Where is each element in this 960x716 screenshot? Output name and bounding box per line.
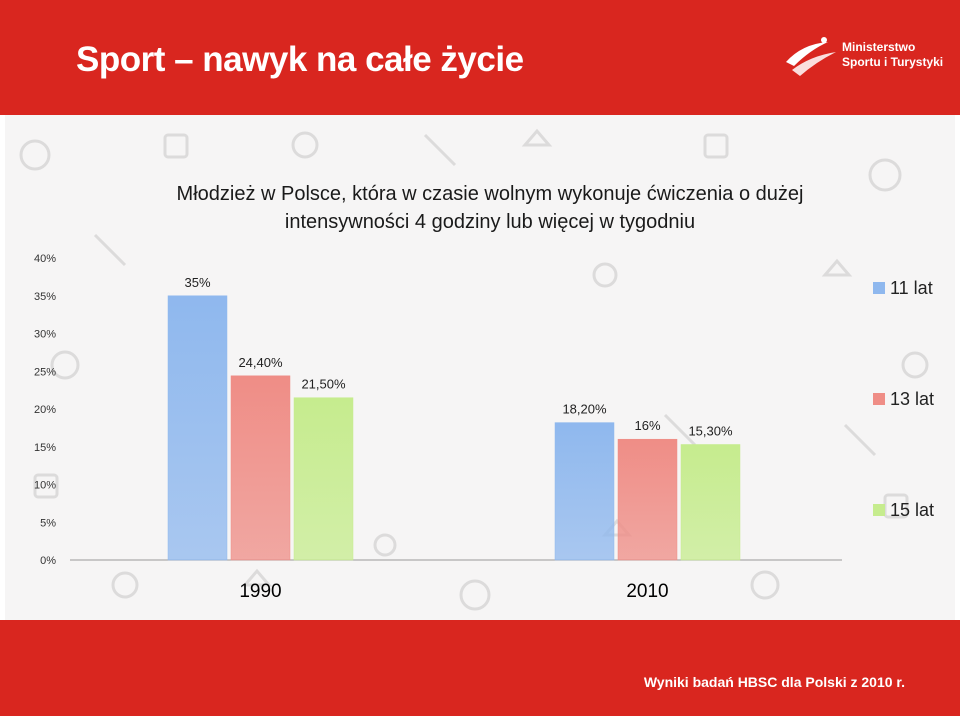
legend-swatch — [873, 393, 885, 405]
bar — [680, 444, 741, 561]
legend-label: 13 lat — [890, 389, 934, 409]
chart-title-line-1: Młodzież w Polsce, która w czasie wolnym… — [176, 183, 804, 205]
chart-title-line-2: intensywności 4 godziny lub więcej w tyg… — [284, 211, 696, 233]
data-label: 16% — [634, 418, 660, 433]
ministry-logo: Ministerstwo Sportu i Turystyki — [780, 32, 950, 82]
sport-pattern-icon — [19, 128, 929, 611]
logo-line-2: Sportu i Turystyki — [842, 55, 944, 69]
sport-pattern-background — [5, 115, 955, 620]
ministry-swoosh-icon — [786, 37, 836, 76]
legend-label: 15 lat — [890, 500, 934, 520]
data-label: 21,50% — [301, 377, 346, 392]
bar — [230, 375, 291, 561]
legend-swatch — [873, 282, 885, 294]
bar — [293, 397, 354, 561]
x-tick-label: 1990 — [239, 581, 281, 602]
x-tick-label: 2010 — [626, 581, 668, 602]
y-tick-label: 15% — [34, 442, 56, 454]
bar — [167, 295, 228, 561]
bar — [617, 438, 678, 561]
logo-line-1: Ministerstwo — [842, 40, 916, 54]
y-tick-label: 10% — [34, 480, 56, 492]
legend-swatch — [873, 504, 885, 516]
data-label: 18,20% — [562, 402, 607, 417]
data-label: 24,40% — [238, 355, 283, 370]
data-label: 15,30% — [688, 423, 733, 438]
header-banner: Sport – nawyk na całe życie Ministerstwo… — [0, 0, 960, 115]
legend-label: 11 lat — [890, 278, 933, 298]
data-label: 35% — [184, 275, 210, 290]
chart-title: Młodzież w Polsce, która w czasie wolnym… — [120, 180, 860, 236]
y-tick-label: 5% — [40, 517, 56, 529]
y-tick-label: 35% — [34, 291, 56, 303]
y-tick-label: 0% — [40, 555, 56, 567]
bar — [554, 422, 615, 561]
y-tick-label: 30% — [34, 329, 56, 341]
footer-bar: Wyniki badań HBSC dla Polski z 2010 r. — [0, 620, 960, 716]
page-title: Sport – nawyk na całe życie — [76, 40, 524, 79]
y-tick-label: 40% — [34, 253, 56, 265]
y-tick-label: 20% — [34, 404, 56, 416]
source-note: Wyniki badań HBSC dla Polski z 2010 r. — [643, 674, 905, 690]
y-tick-label: 25% — [34, 366, 56, 378]
